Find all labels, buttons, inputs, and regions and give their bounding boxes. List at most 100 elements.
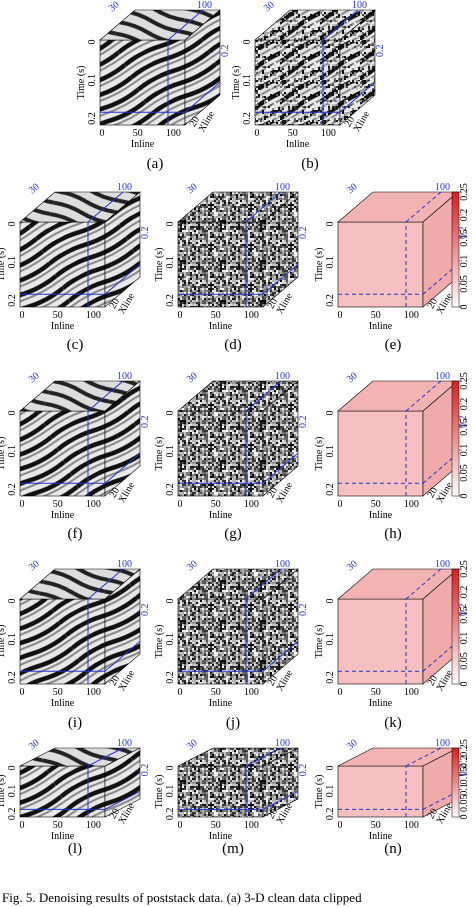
- tick-label: 0: [165, 599, 176, 604]
- colorbar-tick-label: 0.25: [459, 183, 470, 201]
- tick-label: 0: [7, 411, 18, 416]
- tick-label: 20: [108, 674, 123, 688]
- slice-label: 30: [27, 558, 42, 573]
- slice-label: 30: [27, 181, 42, 196]
- tick-label: 50: [211, 820, 221, 831]
- slice-label: 30: [262, 0, 277, 14]
- tick-label: 20: [426, 297, 441, 311]
- side-face: [262, 191, 299, 308]
- tick-label: 0.2: [165, 294, 176, 307]
- tick-label: 0.1: [7, 633, 18, 646]
- slice-label: 30: [345, 737, 360, 752]
- axis-label: Time (s): [314, 625, 325, 659]
- slice-label: 0.2: [140, 604, 151, 617]
- tick-label: 0.2: [7, 294, 18, 307]
- slice-label: 100: [275, 182, 290, 193]
- slice-label: 30: [345, 370, 360, 385]
- tick-label: 0.1: [165, 785, 176, 798]
- panel-label: (c): [67, 337, 84, 353]
- slice-label: 100: [117, 182, 132, 193]
- slice-label: 30: [345, 558, 360, 573]
- axis-label: Time (s): [154, 248, 165, 282]
- tick-label: 0.1: [325, 785, 336, 798]
- tick-label: 0.1: [165, 256, 176, 269]
- slice-label: 30: [27, 370, 42, 385]
- colorbar-tick-label: 0.05: [459, 464, 470, 482]
- tick-label: 20: [108, 807, 123, 821]
- tick-label: 100: [244, 310, 259, 321]
- tick-label: 0.2: [165, 483, 176, 496]
- tick-label: 20: [426, 486, 441, 500]
- axis-label: Inline: [369, 321, 393, 332]
- tick-label: 0: [325, 766, 336, 771]
- slice-label: 0.2: [140, 227, 151, 240]
- slice-label: 100: [435, 182, 450, 193]
- tick-label: 50: [371, 310, 381, 321]
- tick-label: 20: [266, 297, 281, 311]
- axis-label: Time (s): [0, 775, 7, 809]
- tick-label: 0: [100, 128, 105, 139]
- tick-label: 50: [53, 687, 63, 698]
- tick-label: 0.1: [87, 74, 98, 87]
- axis-label: Inline: [51, 510, 75, 521]
- tick-label: 0: [255, 128, 260, 139]
- tick-label: 100: [86, 820, 101, 831]
- slice-line: [167, 9, 204, 41]
- tick-label: 50: [211, 687, 221, 698]
- tick-label: 0.1: [7, 445, 18, 458]
- colorbar-tick-label: 0.25: [459, 739, 470, 757]
- slice-label: 0.2: [375, 45, 386, 58]
- slice-label: 100: [117, 371, 132, 382]
- panel-label: (i): [68, 715, 82, 731]
- tick-label: 100: [404, 687, 419, 698]
- slice-label: 0.2: [140, 416, 151, 429]
- slice-label: 100: [275, 559, 290, 570]
- axis-label: Inline: [131, 139, 155, 150]
- axis-label: Inline: [209, 321, 233, 332]
- front-face: [337, 765, 424, 818]
- tick-label: 0: [7, 766, 18, 771]
- slice-label: 100: [275, 738, 290, 749]
- tick-label: 0.2: [325, 483, 336, 496]
- tick-label: 0: [178, 820, 183, 831]
- slice-line: [339, 81, 376, 113]
- colorbar-tick-label: 0.25: [459, 372, 470, 390]
- tick-label: 50: [53, 499, 63, 510]
- slice-line: [87, 380, 124, 412]
- tick-label: 100: [86, 687, 101, 698]
- axis-label: Time (s): [0, 625, 7, 659]
- colorbar-tick-label: 0.15: [459, 606, 470, 624]
- tick-label: 0: [325, 411, 336, 416]
- slice-line: [104, 263, 141, 295]
- slice-label: 0.2: [458, 764, 469, 777]
- slice-label: 0.2: [140, 764, 151, 777]
- tick-label: 50: [371, 499, 381, 510]
- slice-label: 0.2: [298, 604, 309, 617]
- tick-label: 0.1: [7, 256, 18, 269]
- axis-label: Inline: [369, 831, 393, 842]
- axis-label: Time (s): [154, 437, 165, 471]
- front-face: [177, 221, 264, 308]
- colorbar-tick-label: 0.2: [459, 209, 470, 222]
- slice-label: 100: [435, 559, 450, 570]
- tick-label: 20: [266, 807, 281, 821]
- slice-label: 100: [435, 738, 450, 749]
- axis-label: Time (s): [76, 66, 87, 100]
- panel-label: (a): [147, 156, 164, 172]
- tick-label: 0.2: [325, 671, 336, 684]
- tick-label: 0: [7, 599, 18, 604]
- tick-label: 0: [338, 820, 343, 831]
- tick-label: 0: [338, 687, 343, 698]
- axis-label: Time (s): [314, 248, 325, 282]
- tick-label: 100: [86, 310, 101, 321]
- tick-label: 0.2: [7, 483, 18, 496]
- caption: Fig. 5. Denoising results of poststack d…: [2, 890, 362, 905]
- axis-label: Inline: [51, 698, 75, 709]
- tick-label: 0: [87, 40, 98, 45]
